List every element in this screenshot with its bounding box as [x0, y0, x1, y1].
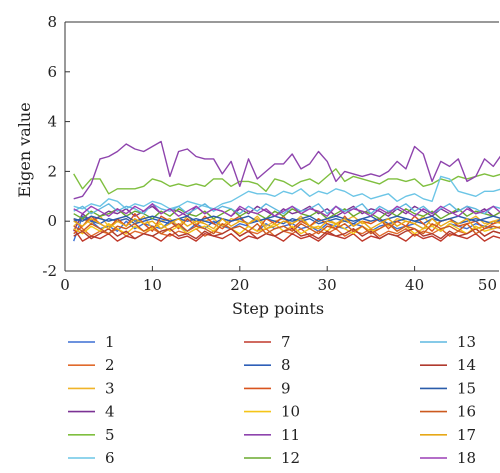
- series-layer: [73, 140, 500, 242]
- y-tick-label: 0: [47, 212, 57, 230]
- series-line-18: [73, 203, 500, 217]
- legend-label-8: 8: [281, 356, 291, 374]
- legend-label-13: 13: [457, 333, 476, 351]
- y-axis-title: Eigen value: [15, 102, 34, 197]
- y-tick-label: 2: [47, 162, 57, 180]
- series-line-16: [73, 222, 500, 235]
- legend-label-6: 6: [105, 449, 115, 467]
- series-line-5: [73, 168, 500, 195]
- y-tick-label: -2: [42, 262, 57, 280]
- y-tick-label: 6: [47, 63, 57, 81]
- series-line-6: [73, 175, 500, 210]
- series-line-17: [73, 217, 500, 230]
- y-tick-label: 8: [47, 13, 57, 31]
- legend-label-7: 7: [281, 333, 291, 351]
- legend-label-17: 17: [457, 426, 476, 444]
- legend-label-1: 1: [105, 333, 115, 351]
- legend-label-18: 18: [457, 449, 476, 467]
- legend-label-14: 14: [457, 356, 476, 374]
- x-tick-label: 30: [318, 276, 337, 294]
- x-tick-label: 20: [230, 276, 249, 294]
- legend-label-5: 5: [105, 426, 115, 444]
- series-line-15: [73, 215, 500, 222]
- legend-label-11: 11: [281, 426, 300, 444]
- series-line-11: [73, 140, 500, 200]
- x-tick-label: 0: [60, 276, 70, 294]
- y-tick-label: 4: [47, 113, 57, 131]
- x-axis-title: Step points: [232, 299, 324, 318]
- x-tick-label: 10: [143, 276, 162, 294]
- legend-label-2: 2: [105, 356, 115, 374]
- legend-label-4: 4: [105, 403, 115, 421]
- legend-label-16: 16: [457, 403, 476, 421]
- x-tick-label: 40: [405, 276, 424, 294]
- legend-label-15: 15: [457, 379, 476, 397]
- legend-label-9: 9: [281, 379, 291, 397]
- legend-label-10: 10: [281, 403, 300, 421]
- x-tick-label: 50: [478, 276, 497, 294]
- series-line-2: [73, 218, 500, 237]
- legend-label-12: 12: [281, 449, 300, 467]
- legend-label-3: 3: [105, 379, 115, 397]
- series-line-14: [73, 227, 500, 240]
